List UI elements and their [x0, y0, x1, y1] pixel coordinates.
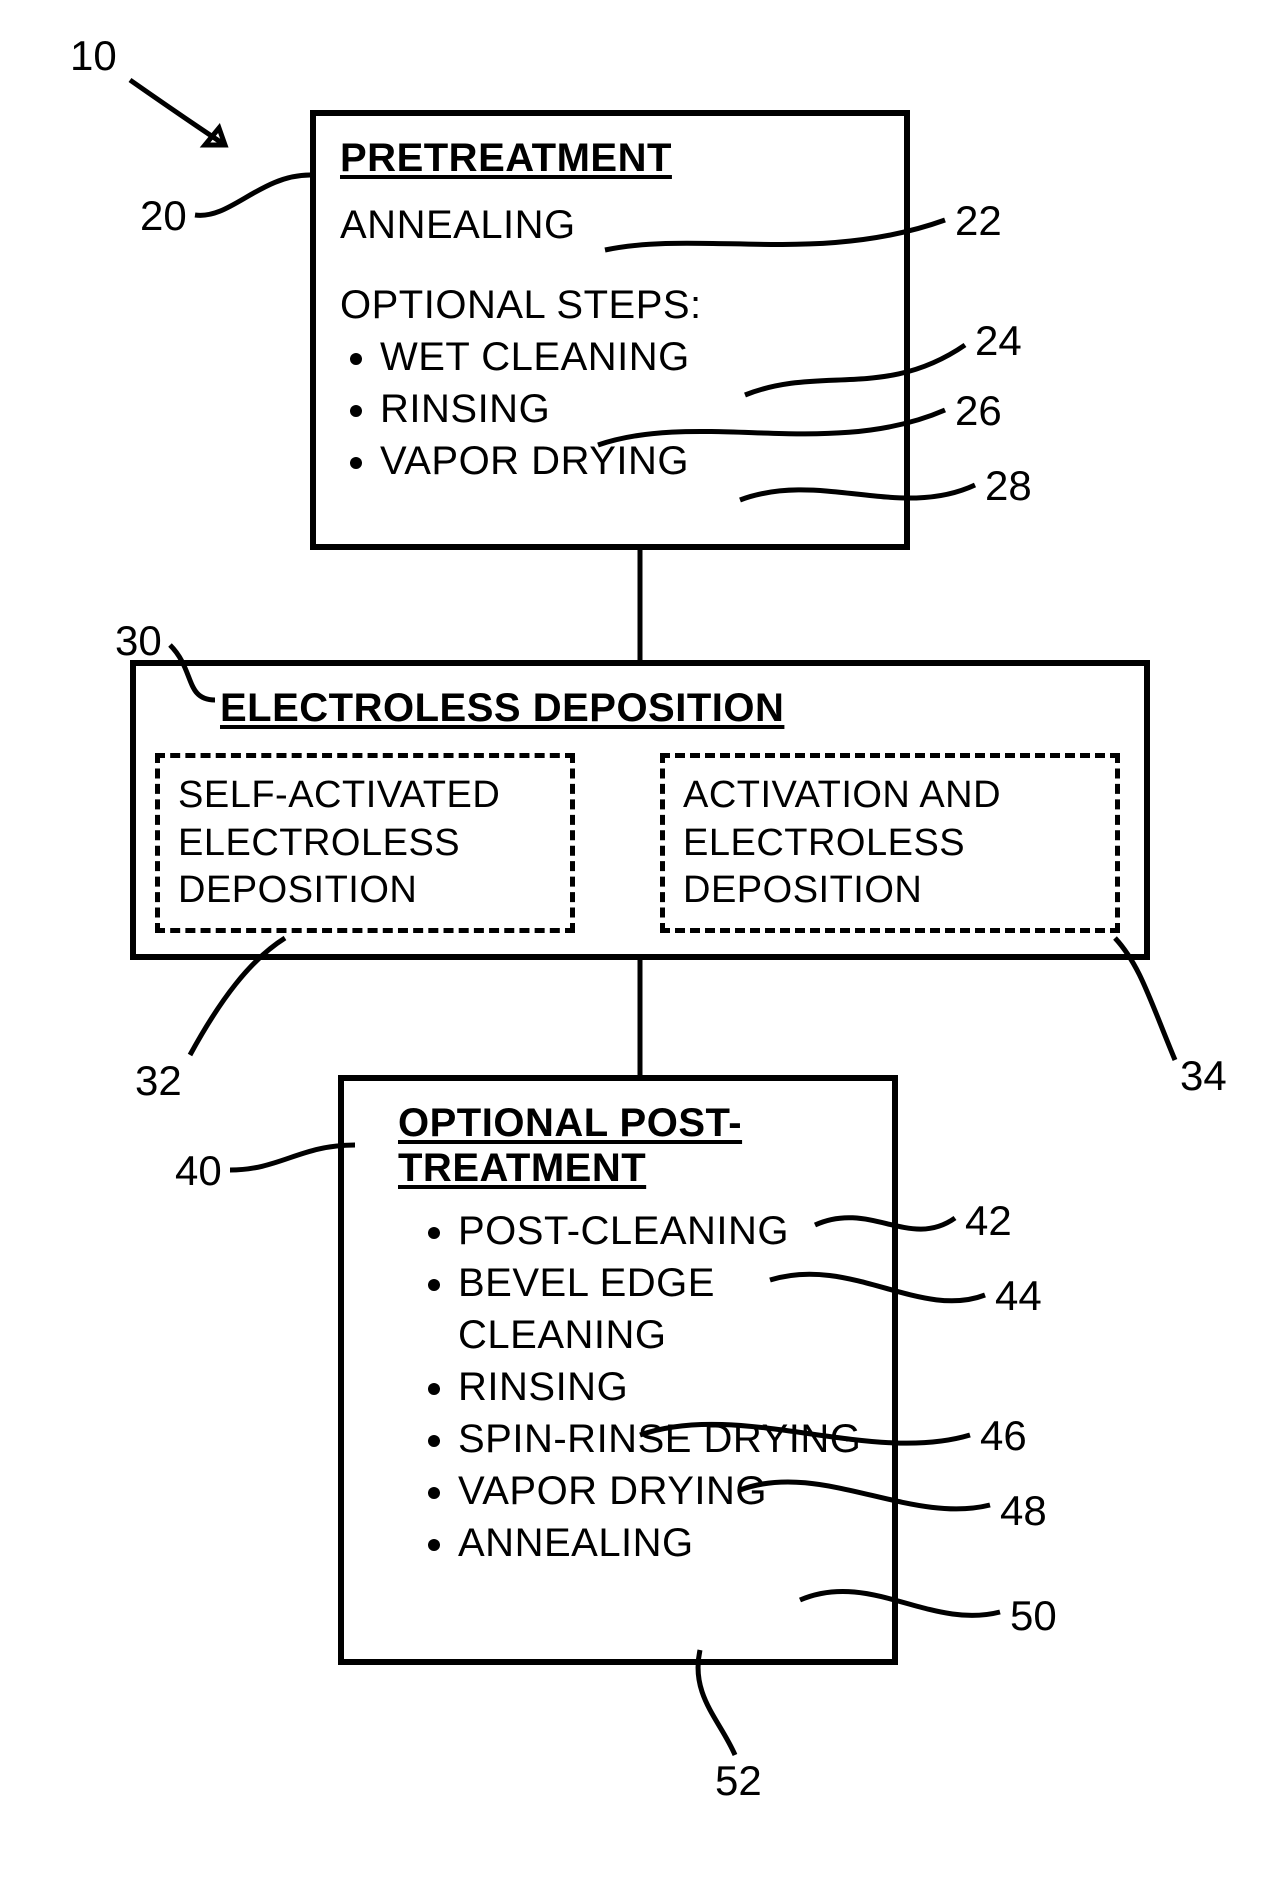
leader-52	[0, 0, 1280, 1900]
